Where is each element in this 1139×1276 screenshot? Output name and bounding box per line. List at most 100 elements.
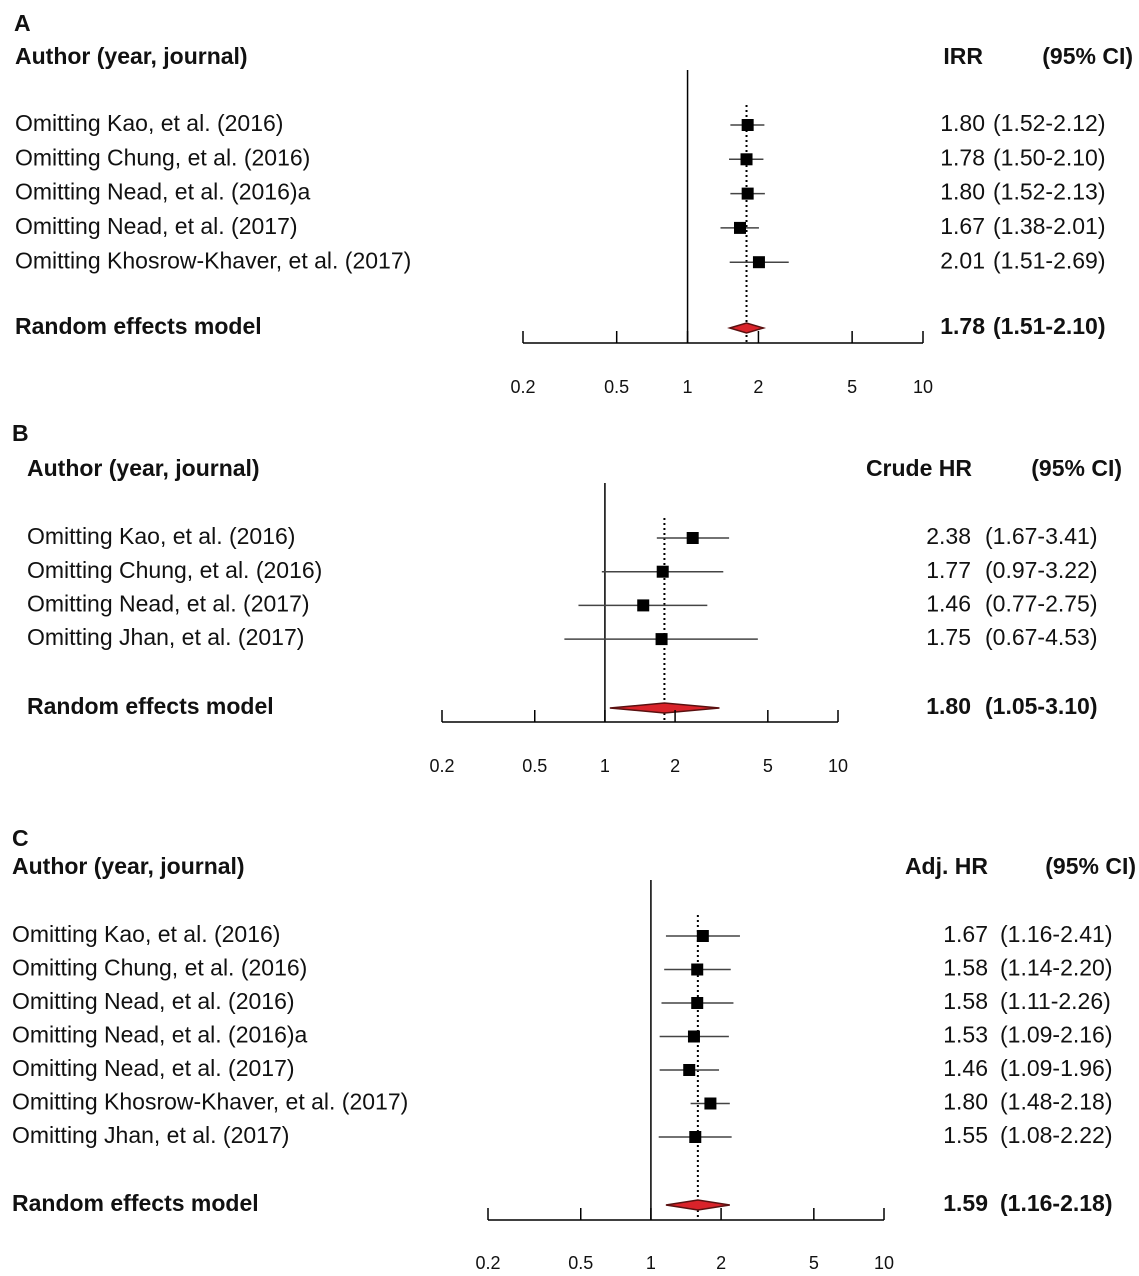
x-tick-label: 10 <box>874 1253 894 1273</box>
estimate-square <box>683 1064 696 1076</box>
value-label: 1.67 <box>940 213 985 239</box>
summary-value: 1.80 <box>926 693 971 719</box>
x-tick-label: 5 <box>763 756 773 776</box>
summary-diamond <box>665 1199 730 1211</box>
panel-label: A <box>14 10 31 36</box>
value-label: 2.38 <box>926 523 971 549</box>
author-header: Author (year, journal) <box>27 455 260 481</box>
value-label: 1.77 <box>926 557 971 583</box>
ci-label: (1.08-2.22) <box>1000 1122 1113 1148</box>
ci-header: (95% CI) <box>1042 43 1133 69</box>
estimate-square <box>655 633 668 646</box>
value-label: 1.46 <box>943 1055 988 1081</box>
summary-value: 1.59 <box>943 1190 988 1216</box>
study-label: Omitting Chung, et al. (2016) <box>12 955 307 981</box>
summary-ci: (1.51-2.10) <box>993 313 1106 339</box>
summary-ci: (1.16-2.18) <box>1000 1190 1113 1216</box>
x-tick-label: 0.2 <box>429 756 454 776</box>
value-label: 1.75 <box>926 624 971 650</box>
study-label: Omitting Jhan, et al. (2017) <box>12 1122 289 1148</box>
study-label: Omitting Kao, et al. (2016) <box>12 921 280 947</box>
x-tick-label: 10 <box>913 377 933 397</box>
summary-diamond <box>609 702 720 714</box>
estimate-square <box>689 1131 702 1143</box>
study-label: Omitting Chung, et al. (2016) <box>15 144 310 170</box>
value-label: 1.58 <box>943 988 988 1014</box>
ci-label: (0.67-4.53) <box>985 624 1098 650</box>
ci-label: (1.16-2.41) <box>1000 921 1113 947</box>
x-tick-label: 2 <box>670 756 680 776</box>
ci-header: (95% CI) <box>1045 853 1136 879</box>
x-tick-label: 2 <box>716 1253 726 1273</box>
value-label: 1.58 <box>943 955 988 981</box>
ci-label: (1.48-2.18) <box>1000 1089 1113 1115</box>
ci-label: (0.77-2.75) <box>985 590 1098 616</box>
study-label: Omitting Nead, et al. (2016)a <box>12 1022 308 1048</box>
estimate-square <box>696 930 709 942</box>
study-label: Omitting Khosrow-Khaver, et al. (2017) <box>12 1089 408 1115</box>
value-label: 1.78 <box>940 144 985 170</box>
x-tick-label: 2 <box>753 377 763 397</box>
estimate-square <box>741 187 754 200</box>
estimate-square <box>733 221 746 234</box>
panel-label: B <box>12 420 29 446</box>
ci-label: (1.14-2.20) <box>1000 955 1113 981</box>
estimate-square <box>686 532 699 544</box>
x-tick-label: 10 <box>828 756 848 776</box>
value-label: 1.46 <box>926 590 971 616</box>
ci-label: (1.50-2.10) <box>993 144 1106 170</box>
x-tick-label: 5 <box>847 377 857 397</box>
summary-label: Random effects model <box>15 313 262 339</box>
estimate-square <box>691 997 704 1009</box>
ci-label: (1.51-2.69) <box>993 247 1106 273</box>
summary-value: 1.78 <box>940 313 985 339</box>
study-label: Omitting Nead, et al. (2016) <box>12 988 295 1014</box>
summary-diamond <box>727 322 767 334</box>
panel-label: C <box>12 825 29 851</box>
ci-label: (1.38-2.01) <box>993 213 1106 239</box>
study-label: Omitting Nead, et al. (2017) <box>12 1055 295 1081</box>
summary-ci: (1.05-3.10) <box>985 693 1098 719</box>
ci-label: (1.67-3.41) <box>985 523 1098 549</box>
study-label: Omitting Khosrow-Khaver, et al. (2017) <box>15 247 411 273</box>
author-header: Author (year, journal) <box>12 853 245 879</box>
study-label: Omitting Nead, et al. (2016)a <box>15 179 311 205</box>
effect-header: IRR <box>943 43 983 69</box>
effect-header: Adj. HR <box>905 853 988 879</box>
x-tick-label: 5 <box>809 1253 819 1273</box>
summary-label: Random effects model <box>12 1190 259 1216</box>
value-label: 1.55 <box>943 1122 988 1148</box>
x-tick-label: 1 <box>683 377 693 397</box>
x-tick-label: 0.5 <box>568 1253 593 1273</box>
value-label: 1.80 <box>940 110 985 136</box>
effect-header: Crude HR <box>866 455 972 481</box>
ci-label: (1.11-2.26) <box>1000 988 1111 1014</box>
value-label: 1.80 <box>940 179 985 205</box>
ci-label: (1.52-2.13) <box>993 179 1106 205</box>
estimate-square <box>687 1030 700 1043</box>
estimate-square <box>656 565 669 578</box>
value-label: 1.53 <box>943 1022 988 1048</box>
study-label: Omitting Kao, et al. (2016) <box>15 110 283 136</box>
author-header: Author (year, journal) <box>15 43 248 69</box>
value-label: 2.01 <box>940 247 985 273</box>
study-label: Omitting Kao, et al. (2016) <box>27 523 295 549</box>
ci-header: (95% CI) <box>1031 455 1122 481</box>
estimate-square <box>741 119 754 131</box>
estimate-square <box>740 153 753 166</box>
summary-label: Random effects model <box>27 693 274 719</box>
x-tick-label: 0.5 <box>604 377 629 397</box>
estimate-square <box>691 963 704 976</box>
ci-label: (1.09-2.16) <box>1000 1022 1113 1048</box>
estimate-square <box>752 256 765 269</box>
x-tick-label: 0.2 <box>510 377 535 397</box>
ci-label: (1.09-1.96) <box>1000 1055 1113 1081</box>
estimate-square <box>704 1097 717 1110</box>
x-tick-label: 1 <box>646 1253 656 1273</box>
x-tick-label: 0.5 <box>522 756 547 776</box>
x-tick-label: 0.2 <box>475 1253 500 1273</box>
estimate-square <box>637 599 650 612</box>
x-tick-label: 1 <box>600 756 610 776</box>
study-label: Omitting Chung, et al. (2016) <box>27 557 322 583</box>
